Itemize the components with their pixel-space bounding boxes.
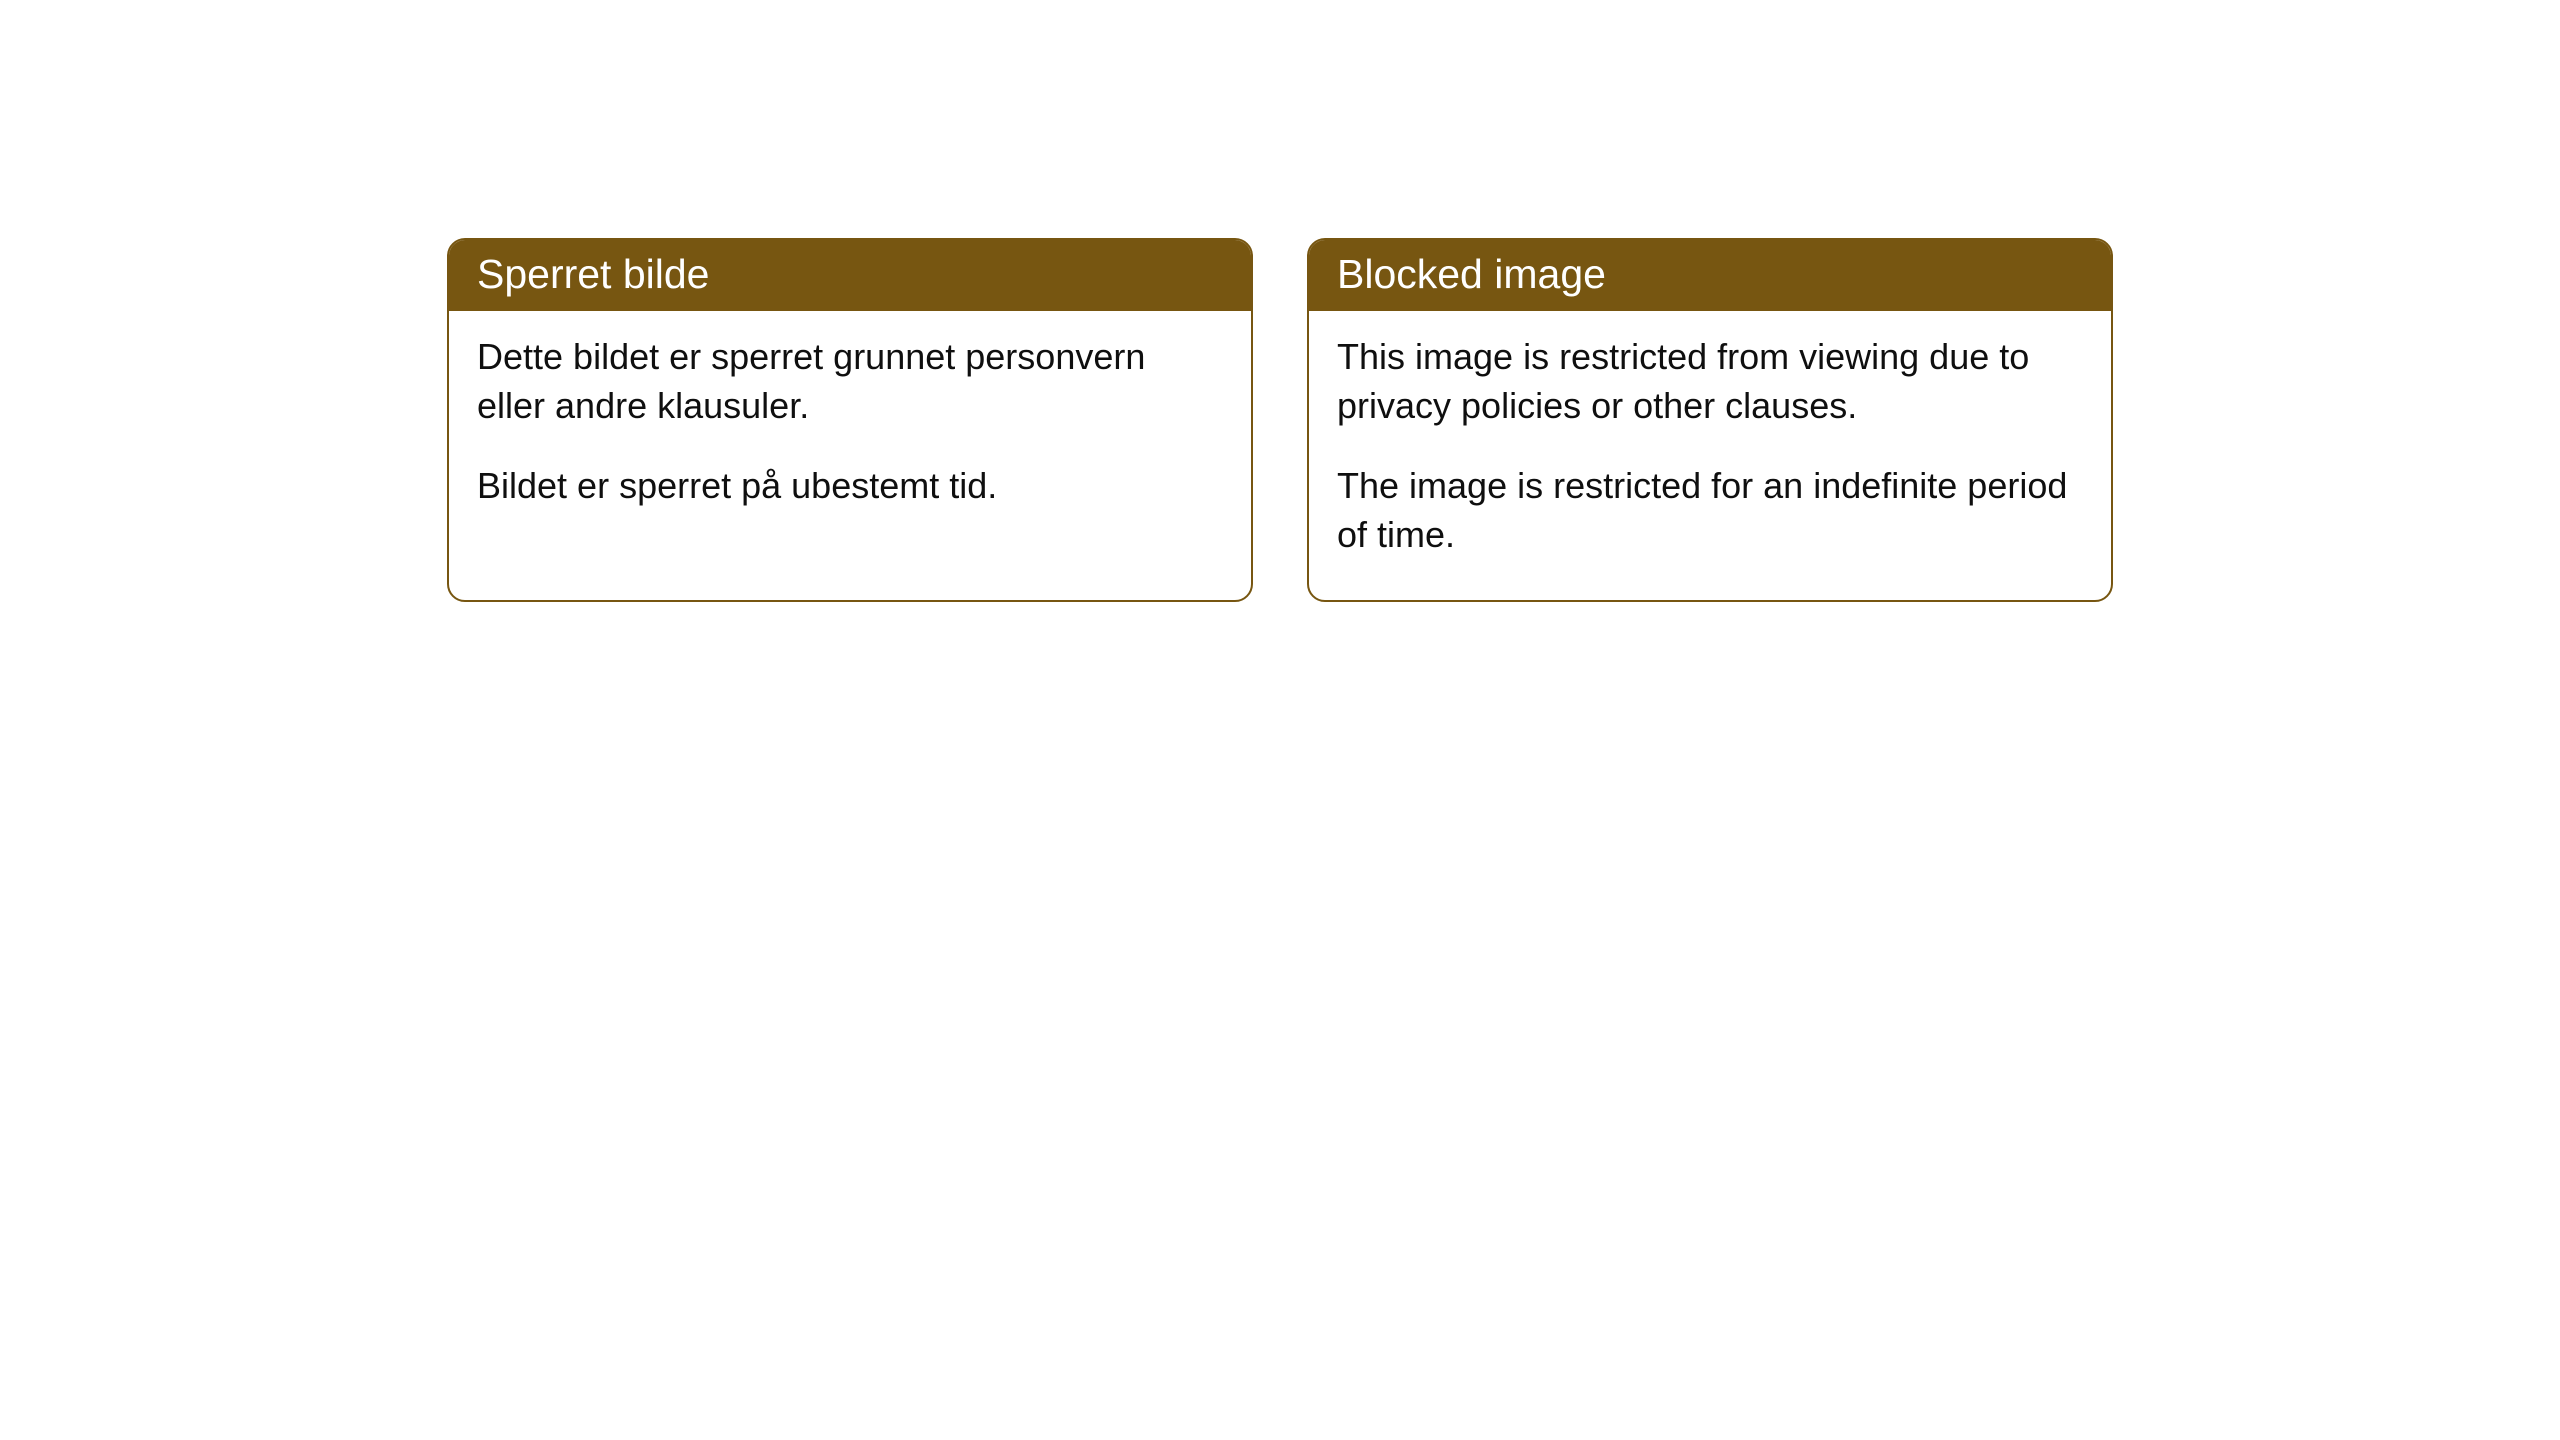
card-header: Blocked image xyxy=(1309,240,2111,311)
card-paragraph: Bildet er sperret på ubestemt tid. xyxy=(477,462,1223,511)
card-body: This image is restricted from viewing du… xyxy=(1309,311,2111,599)
card-body: Dette bildet er sperret grunnet personve… xyxy=(449,311,1251,551)
blocked-image-card-english: Blocked image This image is restricted f… xyxy=(1307,238,2113,602)
notice-cards-container: Sperret bilde Dette bildet er sperret gr… xyxy=(0,0,2560,602)
blocked-image-card-norwegian: Sperret bilde Dette bildet er sperret gr… xyxy=(447,238,1253,602)
card-header: Sperret bilde xyxy=(449,240,1251,311)
card-paragraph: This image is restricted from viewing du… xyxy=(1337,333,2083,430)
card-paragraph: Dette bildet er sperret grunnet personve… xyxy=(477,333,1223,430)
card-paragraph: The image is restricted for an indefinit… xyxy=(1337,462,2083,559)
